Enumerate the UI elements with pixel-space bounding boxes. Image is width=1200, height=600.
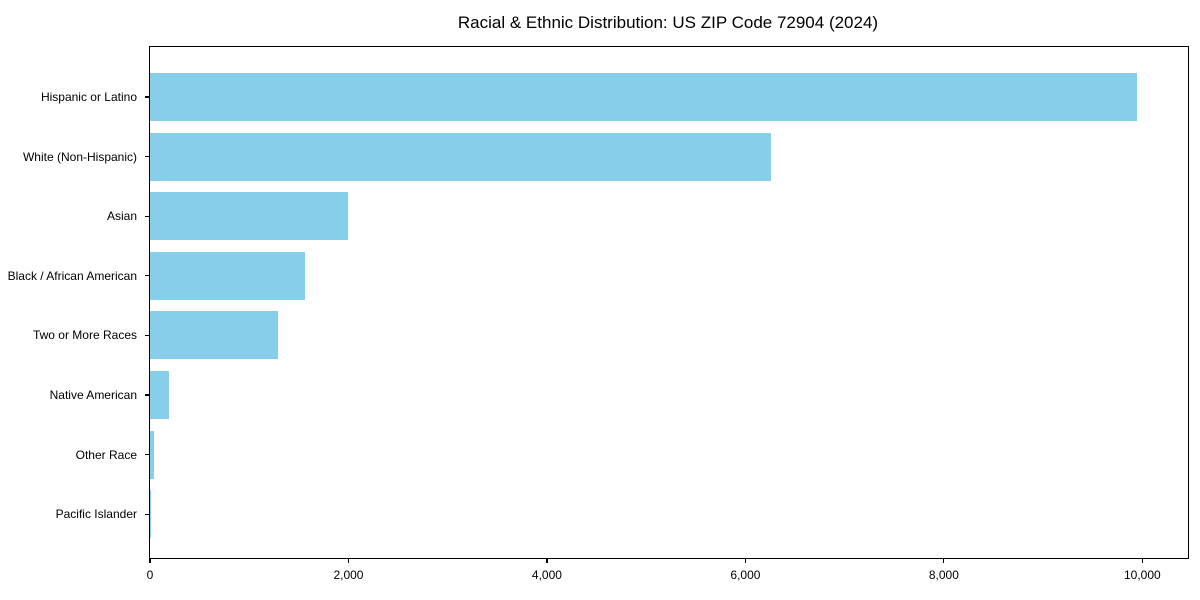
x-tick-mark — [744, 558, 746, 563]
bar — [150, 371, 169, 419]
plot-area: Hispanic or Latino White (Non-Hispanic) As… — [8, 46, 1189, 582]
x-tick-mark — [347, 558, 350, 563]
x-tick-mark — [546, 558, 548, 563]
y-tick-label: Two or More Races — [32, 328, 137, 343]
y-tick-mark — [145, 215, 150, 217]
y-tick-mark — [145, 513, 150, 515]
y-tick-mark — [145, 156, 150, 158]
y-tick-label: Black / African American — [7, 268, 137, 283]
bar — [150, 430, 155, 479]
bar — [150, 490, 151, 539]
x-tick-mark — [1141, 558, 1143, 563]
y-tick-label: Native American — [49, 388, 137, 402]
bar — [150, 132, 772, 181]
bar — [150, 251, 305, 300]
x-tick-label: 2,000 — [333, 568, 364, 582]
bar — [150, 73, 1138, 121]
y-tick-mark — [145, 394, 150, 396]
bar — [150, 192, 349, 241]
x-tick-label: 8,000 — [928, 568, 959, 582]
x-tick-mark — [149, 558, 151, 563]
y-tick-mark — [145, 96, 150, 98]
x-tick-label: 0 — [146, 568, 154, 582]
y-tick-label: Hispanic or Latino — [40, 90, 137, 104]
x-tick-label: 4,000 — [531, 568, 562, 582]
y-tick-label: Other Race — [75, 447, 137, 462]
y-tick-label: Pacific Islander — [55, 507, 137, 522]
chart-title: Racial & Ethnic Distribution: US ZIP Cod… — [457, 13, 879, 32]
y-tick-label: White (Non-Hispanic) — [22, 149, 137, 164]
x-tick-label: 6,000 — [730, 568, 761, 582]
y-tick-label: Asian — [106, 209, 137, 224]
x-tick-label: 10,000 — [1123, 568, 1161, 582]
bar — [150, 311, 278, 360]
y-tick-mark — [145, 275, 150, 277]
y-tick-mark — [145, 334, 150, 336]
x-tick-mark — [943, 558, 945, 563]
y-tick-mark — [145, 454, 150, 456]
